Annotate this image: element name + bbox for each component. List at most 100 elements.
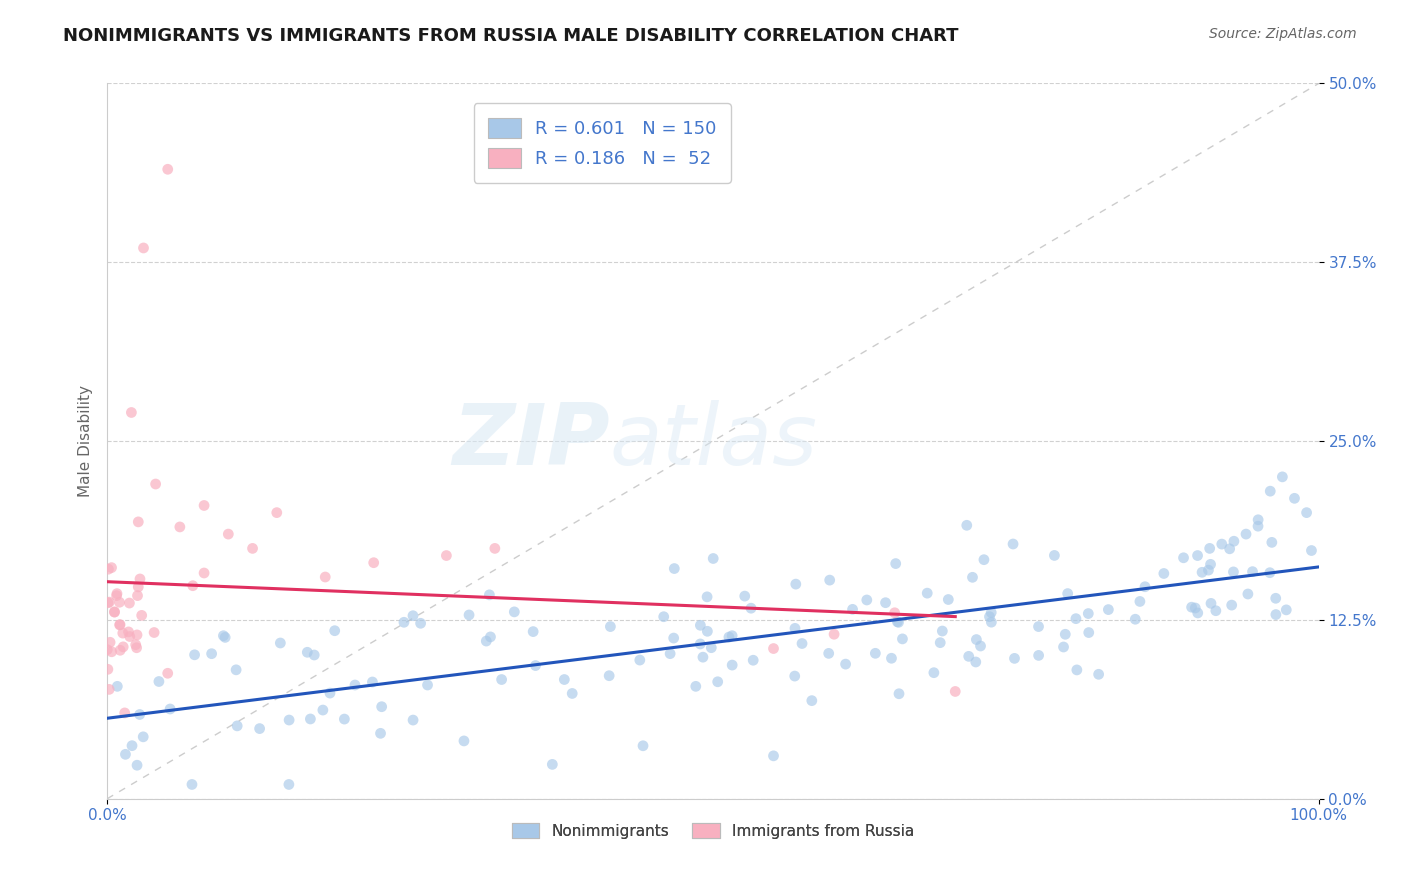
Point <box>277 777 299 791</box>
Point <box>299 712 322 726</box>
Point <box>100 645 122 659</box>
Point <box>1004 651 1026 665</box>
Point <box>105 589 128 603</box>
Point <box>721 629 744 643</box>
Point <box>314 570 336 584</box>
Point <box>524 658 547 673</box>
Point <box>700 640 723 655</box>
Point <box>887 615 910 630</box>
Legend: Nonimmigrants, Immigrants from Russia: Nonimmigrants, Immigrants from Russia <box>506 816 921 845</box>
Point <box>841 602 863 616</box>
Point <box>891 632 914 646</box>
Point <box>886 615 908 629</box>
Point <box>1234 527 1257 541</box>
Point <box>105 679 128 693</box>
Point <box>323 624 346 638</box>
Point <box>1264 607 1286 622</box>
Point <box>1211 537 1233 551</box>
Point <box>965 655 987 669</box>
Point <box>226 719 249 733</box>
Point <box>114 706 136 720</box>
Point <box>790 636 813 650</box>
Point <box>1066 663 1088 677</box>
Point <box>169 520 191 534</box>
Point <box>785 577 807 591</box>
Point <box>117 624 139 639</box>
Point <box>689 618 711 632</box>
Point <box>652 609 675 624</box>
Point <box>1261 535 1284 549</box>
Point <box>689 637 711 651</box>
Point <box>1199 558 1222 572</box>
Point <box>717 630 740 644</box>
Point <box>103 605 125 619</box>
Point <box>1258 484 1281 499</box>
Point <box>980 606 1002 620</box>
Point <box>193 566 215 580</box>
Point <box>1284 491 1306 506</box>
Point <box>112 640 135 654</box>
Point <box>1028 619 1050 633</box>
Point <box>875 596 897 610</box>
Point <box>312 703 335 717</box>
Point <box>783 621 806 635</box>
Point <box>370 699 392 714</box>
Point <box>800 693 823 707</box>
Point <box>225 663 247 677</box>
Point <box>217 527 239 541</box>
Point <box>409 616 432 631</box>
Point <box>1275 603 1298 617</box>
Point <box>740 601 762 615</box>
Text: ZIP: ZIP <box>453 400 610 483</box>
Point <box>319 686 342 700</box>
Point <box>98 595 121 609</box>
Text: atlas: atlas <box>610 400 818 483</box>
Text: Source: ZipAtlas.com: Source: ZipAtlas.com <box>1209 27 1357 41</box>
Point <box>742 653 765 667</box>
Point <box>475 634 498 648</box>
Point <box>1247 519 1270 533</box>
Point <box>541 757 564 772</box>
Point <box>965 632 987 647</box>
Point <box>434 549 457 563</box>
Point <box>834 657 856 672</box>
Point <box>121 739 143 753</box>
Point <box>1205 604 1227 618</box>
Point <box>962 570 984 584</box>
Point <box>1264 591 1286 606</box>
Point <box>973 552 995 566</box>
Point <box>129 572 152 586</box>
Point <box>108 617 131 632</box>
Point <box>696 624 718 639</box>
Point <box>108 643 131 657</box>
Point <box>1191 566 1213 580</box>
Point <box>943 684 966 698</box>
Point <box>1077 607 1099 621</box>
Point <box>915 586 938 600</box>
Point <box>762 748 785 763</box>
Point <box>108 618 131 632</box>
Point <box>1198 541 1220 556</box>
Point <box>702 551 724 566</box>
Point <box>297 645 319 659</box>
Point <box>181 579 204 593</box>
Point <box>120 405 142 419</box>
Point <box>1199 596 1222 610</box>
Point <box>957 649 980 664</box>
Point <box>125 638 148 652</box>
Point <box>980 615 1002 629</box>
Point <box>599 619 621 633</box>
Point <box>96 642 118 657</box>
Point <box>1052 640 1074 654</box>
Point <box>193 499 215 513</box>
Point <box>97 562 120 576</box>
Point <box>887 687 910 701</box>
Point <box>145 477 167 491</box>
Point <box>1043 549 1066 563</box>
Point <box>883 606 905 620</box>
Point <box>969 639 991 653</box>
Point <box>156 666 179 681</box>
Point <box>118 630 141 644</box>
Point <box>132 241 155 255</box>
Point <box>692 650 714 665</box>
